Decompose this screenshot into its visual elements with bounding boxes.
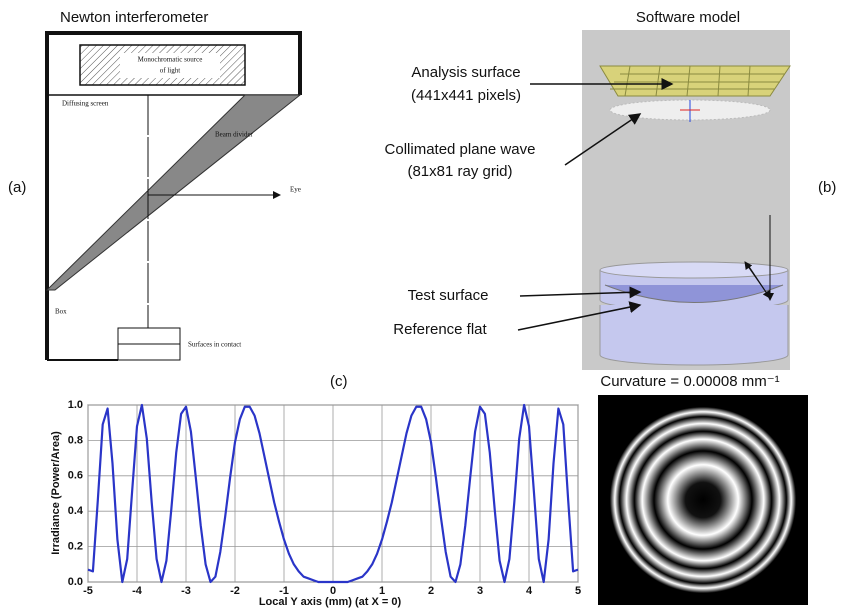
- label-arrow: [519, 286, 642, 299]
- panel-label: (c): [330, 373, 348, 390]
- y-tick-label: 0.0: [68, 576, 83, 588]
- y-tick-label: 1.0: [68, 399, 83, 411]
- diagram-label: Diffusing screen: [62, 100, 109, 108]
- x-tick-label: -1: [279, 585, 289, 597]
- x-tick-label: -5: [83, 585, 93, 597]
- diagram-label: Beam divider: [215, 131, 254, 139]
- model-label: Analysis surface: [411, 64, 520, 81]
- label-arrow: [517, 301, 642, 331]
- panel-label: (b): [818, 179, 836, 196]
- diagram-label: Surfaces in contact: [188, 341, 241, 349]
- panel-title: Newton interferometer: [60, 9, 208, 26]
- x-tick-label: -3: [181, 585, 191, 597]
- surface-bottom: [117, 343, 181, 361]
- panel-a: Newton interferometer (a) Monochromatic …: [8, 9, 302, 361]
- diagram-label: Box: [55, 308, 67, 316]
- y-tick-label: 0.6: [68, 470, 83, 482]
- x-tick-label: 5: [575, 585, 581, 597]
- x-tick-label: 2: [428, 585, 434, 597]
- x-axis-label: Local Y axis (mm) (at X = 0): [259, 596, 402, 608]
- test-plate-top: [599, 261, 789, 279]
- diagram-label: Monochromatic source: [138, 56, 203, 64]
- y-axis-label: Irradiance (Power/Area): [50, 431, 62, 555]
- model-label: (81x81 ray grid): [407, 163, 512, 180]
- x-tick-label: -2: [230, 585, 240, 597]
- model-label: Reference flat: [393, 321, 487, 338]
- x-tick-label: 3: [477, 585, 483, 597]
- reference-flat: [599, 305, 789, 366]
- ray-arrow: [744, 261, 771, 299]
- diagram-label: Eye: [290, 186, 301, 194]
- model-label: Collimated plane wave: [385, 141, 536, 158]
- panel-title: Software model: [636, 9, 740, 26]
- x-tick-label: 4: [526, 585, 533, 597]
- x-tick-label: 0: [330, 585, 336, 597]
- label-arrow: [564, 113, 642, 166]
- irradiance-line: [87, 403, 579, 584]
- panel-b: Software model (b) Analysis surface (441…: [385, 9, 836, 370]
- diagram-label: of light: [160, 67, 180, 75]
- surface-top: [117, 327, 181, 345]
- box-outline: [45, 31, 302, 360]
- x-tick-label: -4: [132, 585, 143, 597]
- y-tick-label: 0.8: [68, 434, 83, 446]
- analysis-surface: [599, 65, 791, 97]
- caption: Curvature = 0.00008 mm⁻¹: [600, 373, 779, 390]
- y-tick-label: 0.4: [68, 505, 84, 517]
- panel-label: (a): [8, 179, 26, 196]
- fringe-rings: [605, 402, 801, 598]
- beam-divider: [45, 94, 302, 291]
- y-tick-label: 0.2: [68, 541, 83, 553]
- source-label-bg: [120, 53, 220, 78]
- model-label: (441x441 pixels): [411, 87, 521, 104]
- model-label: Test surface: [408, 287, 489, 304]
- x-tick-label: 1: [379, 585, 385, 597]
- analysis-grid: [610, 65, 785, 97]
